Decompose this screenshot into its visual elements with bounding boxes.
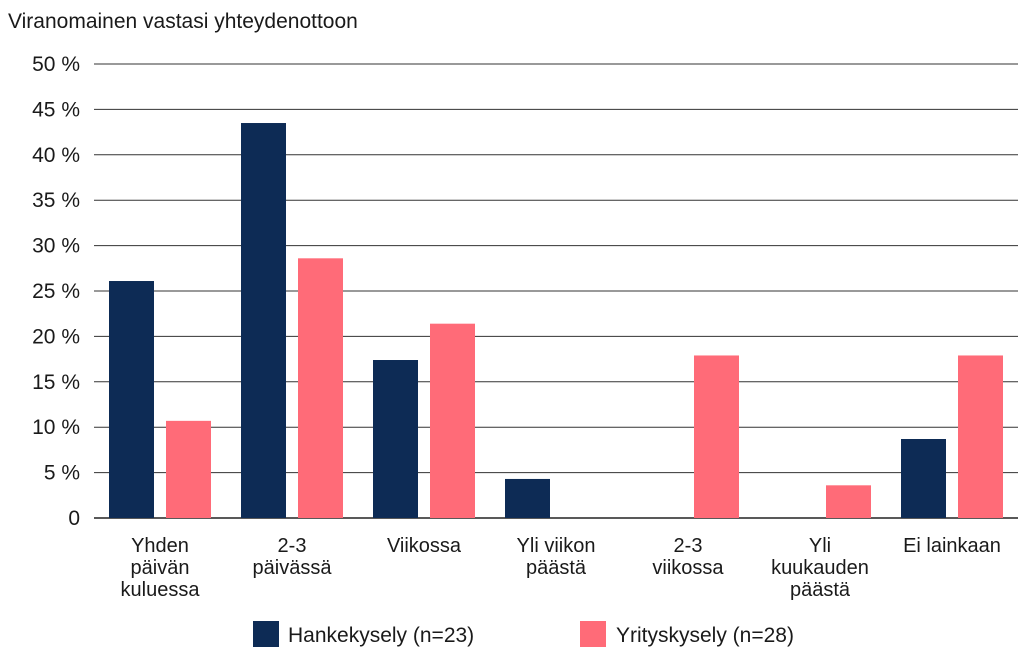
y-tick-label: 45 % — [32, 98, 80, 121]
x-category-label: Yli kuukauden päästä — [771, 535, 869, 601]
y-tick-label: 20 % — [32, 325, 80, 348]
legend-label: Hankekysely (n=23) — [288, 624, 474, 647]
y-tick-label: 5 % — [44, 462, 80, 485]
x-category-label: Ei lainkaan — [903, 535, 1001, 557]
x-category-label: Viikossa — [387, 535, 462, 557]
bar-yrityskysely-1 — [298, 258, 343, 518]
legend: Hankekysely (n=23) Yrityskysely (n=28) — [253, 621, 794, 647]
y-tick-label: 25 % — [32, 280, 80, 303]
x-category-label: Yli viikon päästä — [517, 535, 596, 579]
y-tick-label: 35 % — [32, 189, 80, 212]
x-category-label: 2-3 viikossa — [652, 535, 724, 579]
y-axis-ticks: 0 5 % 10 % 15 % 20 % 25 % 30 % 35 % 40 % 45 % 50 % — [32, 53, 80, 530]
bar-hankekysely-6 — [901, 439, 946, 518]
x-axis-labels: Yhden päivän kuluessa 2-3 päivässä Viikossa Yl… — [121, 535, 1001, 601]
y-tick-label: 0 — [68, 507, 80, 530]
bar-yrityskysely-2 — [430, 323, 475, 518]
bar-yrityskysely-4 — [694, 355, 739, 518]
bar-hankekysely-2 — [373, 360, 418, 518]
bars — [109, 123, 1003, 519]
bar-hankekysely-3 — [505, 478, 550, 518]
bar-hankekysely-1 — [241, 123, 286, 519]
y-tick-label: 10 % — [32, 416, 80, 439]
y-tick-label: 50 % — [32, 53, 80, 76]
chart-title: Viranomainen vastasi yhteydenottoon — [8, 10, 358, 33]
y-tick-label: 15 % — [32, 371, 80, 394]
legend-swatch — [580, 621, 606, 647]
x-category-label: Yhden päivän kuluessa — [121, 535, 201, 601]
legend-swatch — [253, 621, 279, 647]
bar-yrityskysely-0 — [166, 420, 211, 518]
bar-yrityskysely-5 — [826, 485, 871, 518]
gridlines — [94, 63, 1018, 519]
bar-hankekysely-0 — [109, 281, 154, 518]
y-tick-label: 40 % — [32, 144, 80, 167]
bar-yrityskysely-6 — [958, 355, 1003, 518]
x-category-label: 2-3 päivässä — [253, 535, 333, 579]
y-tick-label: 30 % — [32, 235, 80, 258]
legend-label: Yrityskysely (n=28) — [616, 624, 794, 647]
